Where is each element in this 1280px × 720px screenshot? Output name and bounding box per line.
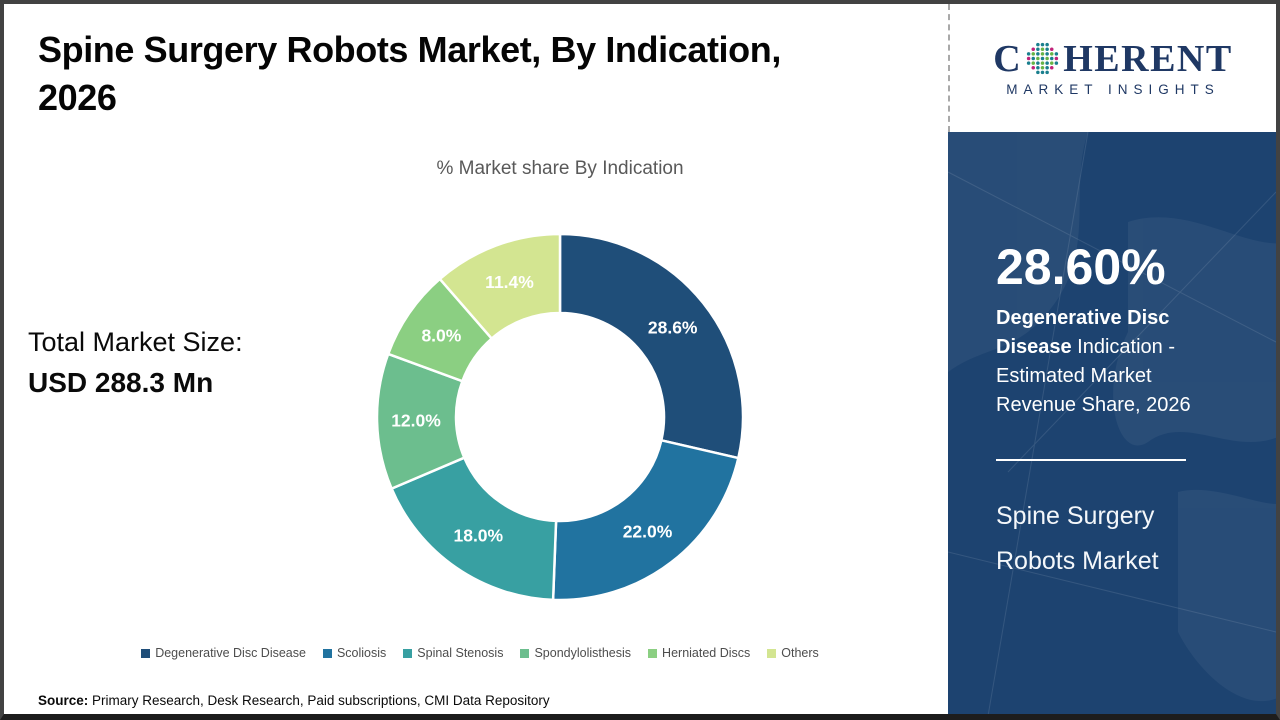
legend-label: Spinal Stenosis [417, 646, 504, 660]
highlight-stat-value: 28.60% [996, 239, 1166, 295]
legend-label: Others [781, 646, 819, 660]
globe-dot [1031, 47, 1036, 52]
donut-segment-label: 12.0% [391, 411, 441, 431]
legend-label: Spondylolisthesis [534, 646, 632, 660]
globe-dot [1045, 52, 1050, 56]
total-market-size-value: USD 288.3 Mn [28, 367, 214, 398]
globe-dot [1045, 42, 1050, 47]
legend-item-herniated-discs: Herniated Discs [648, 646, 750, 660]
legend-item-spinal-stenosis: Spinal Stenosis [403, 646, 503, 660]
highlight-stat-rest: Indication - Estimated Market Revenue Sh… [996, 336, 1191, 416]
donut-segment-label: 22.0% [623, 521, 673, 541]
legend-swatch-icon [322, 648, 332, 658]
globe-dot [1036, 52, 1040, 56]
chart-subtitle: % Market share By Indication [436, 158, 684, 179]
globe-dot [1040, 42, 1045, 47]
globe-dot [1054, 61, 1059, 65]
globe-dot [1031, 52, 1036, 56]
globe-dot [1036, 70, 1040, 75]
source-line: Source: Primary Research, Desk Research,… [38, 693, 550, 708]
logo-text-herent: HERENT [1063, 37, 1233, 80]
brand-logo: C HERENT [993, 40, 1232, 78]
globe-dot [1045, 47, 1050, 52]
legend-label: Degenerative Disc Disease [155, 646, 306, 660]
sidebar-divider [996, 459, 1186, 461]
globe-dot [1040, 56, 1045, 61]
donut-segment-degenerative-disc-disease [558, 232, 745, 460]
globe-dots-icon [1027, 42, 1059, 75]
highlight-sidebar: 28.60% Degenerative Disc Disease Indicat… [948, 132, 1276, 716]
donut-segment-label: 28.6% [648, 317, 698, 337]
globe-dot [1031, 61, 1036, 65]
globe-dot [1027, 52, 1031, 56]
legend-label: Herniated Discs [662, 646, 751, 660]
globe-dot [1050, 56, 1054, 61]
legend-item-spondylolisthesis: Spondylolisthesis [520, 646, 631, 660]
donut-segment-spinal-stenosis [390, 456, 558, 602]
donut-segment-label: 11.4% [485, 272, 534, 292]
source-text: Primary Research, Desk Research, Paid su… [88, 693, 550, 708]
globe-dot [1054, 52, 1059, 56]
world-map-background [948, 132, 1276, 716]
globe-dot [1036, 56, 1040, 61]
globe-dot [1045, 70, 1050, 75]
page-title: Spine Surgery Robots Market, By Indicati… [38, 26, 838, 121]
globe-dot [1045, 65, 1050, 70]
globe-dot [1031, 65, 1036, 70]
brand-logo-subtitle: MARKET INSIGHTS [1006, 81, 1220, 97]
legend-swatch-icon [141, 648, 151, 658]
legend-item-degenerative-disc-disease: Degenerative Disc Disease [141, 646, 306, 660]
globe-dot [1027, 56, 1031, 61]
donut-segment-others [438, 232, 562, 340]
legend-item-others: Others [767, 646, 819, 660]
globe-dot [1050, 47, 1054, 52]
brand-logo-panel: C HERENT MARKET INSIGHTS [948, 4, 1276, 132]
legend-item-scoliosis: Scoliosis [322, 646, 387, 660]
globe-dot [1036, 65, 1040, 70]
highlight-stat-segment: Degenerative Disc Disease [996, 307, 1170, 358]
globe-dot [1031, 56, 1036, 61]
legend-swatch-icon [520, 648, 530, 658]
source-label: Source: [38, 693, 89, 708]
legend-swatch-icon [403, 648, 413, 658]
globe-dot [1040, 65, 1045, 70]
legend-swatch-icon [767, 648, 777, 658]
chart-legend: Degenerative Disc Disease Scoliosis Spinal… [30, 646, 930, 660]
globe-dot [1050, 61, 1054, 65]
globe-dot [1045, 61, 1050, 65]
globe-dot [1040, 70, 1045, 75]
highlight-stat-description: Degenerative Disc Disease Indication - E… [996, 304, 1214, 420]
legend-swatch-icon [648, 648, 658, 658]
page-title-line1: Spine Surgery Robots Market, By Indicati… [38, 29, 781, 70]
donut-segment-label: 18.0% [453, 526, 503, 546]
legend-label: Scoliosis [336, 646, 387, 660]
globe-dot [1036, 47, 1040, 52]
donut-chart: 28.6% 22.0% 18.0% 12.0% 8.0% 11.4% [365, 222, 755, 612]
sidebar-market-name: Spine Surgery Robots Market [996, 502, 1159, 575]
globe-dot [1050, 65, 1054, 70]
globe-dot [1054, 56, 1059, 61]
globe-dot [1036, 42, 1040, 47]
globe-dot [1045, 56, 1050, 61]
globe-dot [1036, 61, 1040, 65]
globe-dot [1027, 61, 1031, 65]
donut-chart-svg: 28.6% 22.0% 18.0% 12.0% 8.0% 11.4% [375, 232, 745, 602]
globe-dot [1050, 52, 1054, 56]
globe-dot [1040, 52, 1045, 56]
globe-dot [1040, 61, 1045, 65]
total-market-size-label: Total Market Size: [28, 327, 243, 357]
donut-segment-scoliosis [551, 439, 740, 602]
logo-text-c: C [993, 37, 1023, 80]
donut-segment-label: 8.0% [421, 325, 461, 345]
total-market-size: Total Market Size: USD 288.3 Mn [28, 322, 243, 404]
page-title-line2: 2026 [38, 76, 117, 118]
globe-dot [1040, 47, 1045, 52]
